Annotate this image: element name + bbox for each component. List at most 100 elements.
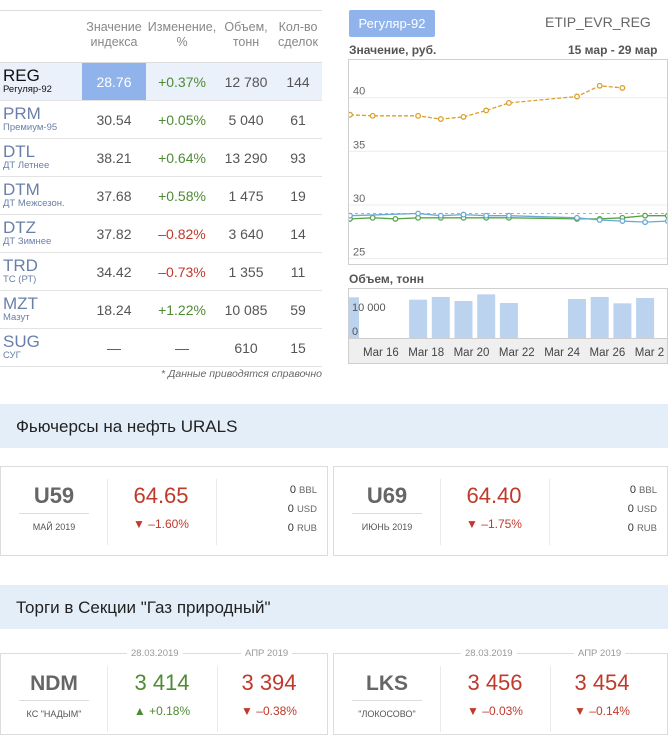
contract-volumes: 0 BBL 0 USD 0 RUB (627, 484, 657, 534)
data-point (369, 112, 376, 119)
row-ticker: DTZ (3, 218, 37, 237)
row-ticker-cell: TRD ТС (РТ) (0, 253, 82, 290)
triangle-down-icon: ▼ (133, 517, 145, 531)
triangle-down-icon: ▼ (466, 517, 478, 531)
table-row[interactable]: PRM Премиум-95 30.54 +0.05% 5 040 61 (0, 101, 322, 139)
data-point (437, 116, 444, 123)
contract-name: КС "НАДЫМ" (26, 709, 82, 719)
row-ticker-cell: DTZ ДТ Зимнее (0, 215, 82, 252)
row-value: 18.24 (96, 301, 132, 318)
y-tick-label: 0 (352, 326, 358, 338)
table-row[interactable]: DTL ДТ Летнее 38.21 +0.64% 13 290 93 (0, 139, 322, 177)
row-deals: 93 (290, 149, 306, 166)
contract-price: 64.40 (466, 483, 522, 508)
row-name: ДТ Межсезон. (3, 198, 65, 209)
data-point (574, 93, 580, 100)
volume-chart[interactable]: 10 000 0 (341, 288, 668, 339)
row-value: — (107, 339, 121, 356)
row-ticker: MZT (3, 294, 38, 313)
triangle-up-icon: ▲ (133, 704, 146, 718)
value-chart-label: Значение, руб. (349, 43, 437, 57)
row-ticker: DTL (3, 142, 36, 161)
month-date: АПР 2019 (241, 648, 293, 659)
data-point (505, 212, 512, 219)
table-row[interactable]: MZT Мазут 18.24 +1.22% 10 085 59 (0, 291, 322, 329)
x-tick-label: Mar 24 (544, 347, 580, 359)
table-row[interactable]: TRD ТС (РТ) 34.42 –0.73% 1 355 11 (0, 253, 322, 291)
table-row[interactable]: REG Регуляр-92 28.76 +0.37% 12 780 144 (0, 63, 322, 101)
data-point (664, 218, 671, 225)
date-navigator[interactable]: Mar 16 Mar 18 Mar 20 Mar 22 Mar 24 Mar 26 Mar … (348, 338, 668, 364)
date-range: 15 мар - 29 мар (568, 43, 658, 57)
selected-index-chip[interactable]: Регуляр-92 (349, 10, 435, 37)
row-name: СУГ (3, 350, 21, 361)
volume-bar (636, 298, 655, 339)
table-note: * Данные приводятся справочно (160, 368, 322, 380)
table-row[interactable]: SUG СУГ — — 610 15 (0, 329, 322, 367)
volume-bar (477, 294, 496, 339)
row-change: +0.05% (158, 111, 206, 128)
row-deals: 61 (290, 111, 306, 128)
table-header: Значение индекса Изменение,% Объем, тонн К… (0, 10, 322, 63)
urals-card-u69[interactable]: U69 ИЮНЬ 2019 64.40 ▼ –1.75% 0 BBL 0 USD… (333, 466, 668, 556)
row-value: 37.82 (96, 225, 132, 242)
value-chart-svg: 40 35 30 25 (347, 82, 671, 260)
table-row[interactable]: DTZ ДТ Зимнее 37.82 –0.82% 3 640 14 (0, 215, 322, 253)
y-tick-label: 30 (353, 193, 365, 205)
row-change: +0.37% (158, 73, 206, 90)
row-change: –0.73% (158, 263, 206, 280)
contract-volumes: 0 BBL 0 USD 0 RUB (287, 484, 317, 534)
row-volume: 3 640 (228, 225, 264, 242)
row-ticker-cell: MZT Мазут (0, 291, 82, 328)
spot-date: 28.03.2019 (127, 648, 183, 659)
row-deals: 144 (286, 73, 310, 90)
header-deals: Кол-во сделок (278, 20, 318, 49)
spot-date: 28.03.2019 (461, 648, 517, 659)
contract-month: МАЙ 2019 (32, 522, 76, 532)
data-point (460, 211, 467, 218)
contract-change: ▼ –1.60% (133, 517, 189, 531)
gas-card-ndm[interactable]: NDM КС "НАДЫМ" 3 414 ▲ +0.18% 3 394 ▼ –0… (0, 653, 328, 735)
row-ticker-cell: PRM Премиум-95 (0, 101, 82, 138)
data-point (347, 111, 353, 118)
row-volume: 1 475 (228, 187, 264, 204)
triangle-down-icon: ▼ (574, 704, 586, 718)
y-tick-label: 10 000 (352, 302, 386, 314)
data-point (619, 84, 626, 91)
data-point (415, 112, 422, 119)
volume-bar (590, 297, 609, 339)
row-name: Премиум-95 (3, 122, 58, 133)
x-tick-label: Mar 26 (590, 347, 626, 359)
row-volume: 5 040 (228, 111, 264, 128)
x-tick-label: Mar 2 (635, 347, 664, 359)
data-point (483, 107, 490, 114)
data-point (596, 217, 603, 223)
x-tick-label: Mar 20 (454, 347, 490, 359)
row-name: ДТ Зимнее (3, 236, 52, 247)
row-name: Мазут (3, 312, 30, 323)
volume-chart-svg: 10 000 0 (341, 294, 655, 339)
month-price: 3 394 (241, 670, 297, 695)
data-point (596, 82, 603, 89)
row-change: +0.58% (158, 187, 206, 204)
contract-symbol: LKS (366, 672, 408, 695)
volume-bar (431, 297, 450, 339)
row-ticker-cell: SUG СУГ (0, 329, 82, 366)
row-change: –0.82% (158, 225, 206, 242)
urals-card-u59[interactable]: U59 МАЙ 2019 64.65 ▼ –1.60% 0 BBL 0 USD … (0, 466, 328, 556)
data-point (642, 212, 649, 219)
row-change: +0.64% (158, 149, 206, 166)
value-chart[interactable]: 40 35 30 25 (347, 59, 671, 265)
data-point (392, 215, 399, 222)
data-point (574, 214, 580, 221)
gas-card-lks[interactable]: LKS "ЛОКОСОВО" 3 456 ▼ –0.03% 3 454 ▼ –0… (333, 653, 668, 735)
data-point (483, 212, 490, 219)
y-tick-label: 25 (353, 247, 365, 259)
urals-title: Фьючерсы на нефть URALS (16, 417, 238, 436)
y-tick-label: 35 (353, 139, 365, 151)
table-row[interactable]: DTM ДТ Межсезон. 37.68 +0.58% 1 475 19 (0, 177, 322, 215)
contract-symbol: NDM (30, 672, 78, 695)
row-name: ТС (РТ) (3, 274, 37, 285)
row-deals: 15 (290, 339, 306, 356)
row-ticker-cell: DTL ДТ Летнее (0, 139, 82, 176)
